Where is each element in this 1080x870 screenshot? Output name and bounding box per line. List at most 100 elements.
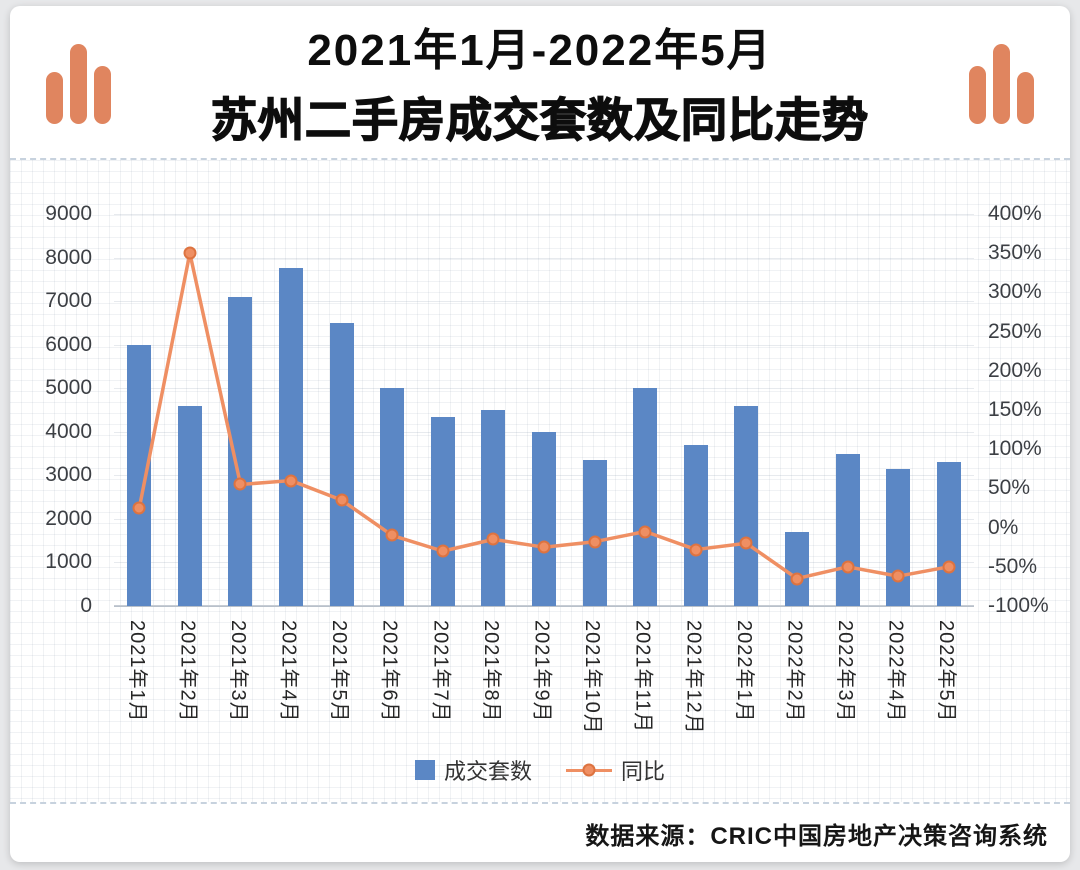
x-axis-label: 2022年1月 (732, 620, 755, 723)
bar-chart-icon-bar (94, 66, 111, 124)
left-axis-tick-label: 2000 (45, 506, 92, 530)
h-gridline (114, 301, 974, 303)
legend: 成交套数 同比 (10, 754, 1070, 786)
page-title: 2021年1月-2022年5月 苏州二手房成交套数及同比走势 (111, 14, 969, 150)
right-axis-tick-label: 400% (988, 202, 1042, 225)
line-dot (588, 535, 602, 549)
x-axis-label: 2021年10月 (581, 620, 604, 735)
legend-line-label: 同比 (621, 759, 666, 784)
line-dot (385, 528, 399, 542)
legend-item-line: 同比 (566, 754, 665, 786)
right-axis-tick-label: 150% (988, 398, 1042, 421)
left-axis-tick-label: 0 (80, 594, 92, 617)
plot-area (114, 214, 974, 607)
data-source: 数据来源：CRIC中国房地产决策咨询系统 (585, 822, 1048, 850)
x-axis-label: 2021年11月 (631, 620, 654, 734)
h-gridline (114, 388, 974, 390)
line-dot (891, 569, 905, 583)
bar (835, 453, 860, 606)
right-axis-tick-label: -50% (988, 554, 1038, 578)
bar (430, 416, 455, 606)
x-axis-label: 2021年12月 (682, 620, 705, 735)
left-axis-tick-label: 8000 (45, 245, 92, 269)
right-axis-tick-label: 350% (988, 241, 1042, 265)
header-divider (10, 158, 1070, 160)
left-axis-tick-label: 6000 (45, 332, 92, 356)
right-axis-tick-label: 50% (988, 476, 1031, 500)
left-axis-tick-label: 9000 (45, 202, 92, 225)
bar (532, 431, 556, 606)
line-dot (436, 544, 450, 558)
bar-chart-icon-bar (70, 44, 87, 124)
bar-chart-icon (969, 40, 1034, 124)
line-dot (233, 477, 247, 491)
line-dot (841, 560, 855, 574)
h-gridline (114, 344, 974, 346)
line-dot (689, 543, 703, 557)
line-dot (335, 493, 349, 507)
line-dot (486, 532, 500, 546)
line-dot (537, 540, 551, 554)
bar (329, 322, 354, 606)
x-axis-label: 2021年7月 (429, 620, 452, 723)
line-dot (132, 501, 146, 515)
x-axis-label: 2022年5月 (935, 620, 958, 723)
x-axis-label: 2021年3月 (226, 620, 249, 723)
right-axis-tick-label: 200% (988, 358, 1042, 382)
bar (177, 405, 202, 606)
x-axis-label: 2021年5月 (328, 620, 351, 723)
bar-chart-icon-bar (46, 72, 63, 124)
h-gridline (114, 606, 974, 607)
h-gridline (114, 214, 974, 215)
left-axis-tick-label: 4000 (45, 419, 92, 443)
bar (582, 460, 607, 606)
bar-swatch-icon (414, 760, 435, 780)
legend-bars-label: 成交套数 (443, 759, 532, 784)
right-axis-tick-label: -100% (988, 594, 1049, 617)
line-dot (284, 474, 298, 488)
x-axis-label: 2022年2月 (783, 620, 806, 723)
title-main: 苏州二手房成交套数及同比走势 (210, 93, 869, 146)
bar (633, 388, 658, 606)
left-axis-tick-label: 3000 (45, 463, 92, 487)
left-axis-tick-label: 1000 (45, 550, 92, 574)
bar (279, 268, 304, 606)
x-axis-label: 2021年8月 (479, 620, 502, 723)
bar (734, 405, 759, 606)
footer-divider (10, 802, 1070, 804)
bar (886, 468, 911, 606)
line-dot-icon (582, 763, 596, 777)
bar-chart-icon (46, 40, 111, 124)
right-axis-tick-label: 100% (988, 437, 1042, 461)
bar (683, 444, 708, 606)
x-axis-label: 2022年3月 (834, 620, 857, 723)
right-axis: 400% 350% 300% 250% 200% 150% 100% 50% 0% -50% -10… (976, 202, 1070, 617)
x-axis-label: 2021年9月 (530, 620, 553, 723)
right-axis-tick-label: 250% (988, 319, 1042, 343)
x-axis-label: 2021年2月 (176, 620, 199, 723)
h-gridline (114, 257, 974, 259)
left-axis: 9000 8000 7000 6000 5000 4000 3000 2000 1000 0 (10, 202, 104, 617)
x-axis-line (114, 605, 974, 607)
left-axis-tick-label: 7000 (45, 289, 92, 313)
left-axis-tick-label: 5000 (45, 376, 92, 400)
header: 2021年1月-2022年5月 苏州二手房成交套数及同比走势 (10, 6, 1070, 158)
bar-chart-icon-bar (993, 44, 1010, 124)
line-dot (942, 560, 956, 574)
line-marker-icon (566, 763, 612, 777)
right-axis-tick-label: 300% (988, 280, 1042, 304)
x-axis-label: 2021年4月 (277, 620, 300, 723)
x-axis-label: 2022年4月 (884, 620, 907, 723)
bar-chart-icon-bar (969, 66, 986, 124)
line-dot (739, 536, 753, 550)
bar (936, 462, 961, 606)
x-axis-label: 2021年6月 (378, 620, 401, 723)
bar (481, 410, 506, 606)
bar (784, 531, 809, 606)
line-dot (183, 246, 197, 260)
bar (380, 388, 405, 606)
x-axis-labels: 2021年1月 2021年2月 2021年3月 2021年4月 2021年5月 2021年… (114, 612, 974, 762)
chart-card: 2021年1月-2022年5月 苏州二手房成交套数及同比走势 9000 8000 7… (10, 6, 1070, 862)
bar-chart-icon-bar (1017, 72, 1034, 124)
line-dot (790, 572, 804, 586)
